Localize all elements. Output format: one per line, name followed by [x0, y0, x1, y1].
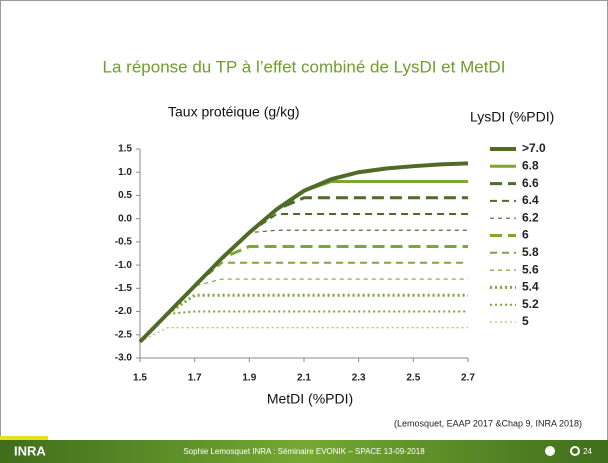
y-axis-label: Taux protéique (g/kg)	[168, 104, 300, 120]
x-tick-label: 1.9	[242, 373, 256, 384]
slide-title: La réponse du TP à l’effet combiné de Ly…	[103, 57, 506, 76]
y-tick-label: -2.5	[115, 329, 133, 340]
series-line	[139, 327, 468, 343]
y-tick-label: 0.5	[118, 190, 132, 201]
y-tick-label: -2.0	[115, 306, 133, 317]
y-tick-label: 0.0	[118, 213, 132, 224]
page-number: 24	[583, 447, 592, 456]
series-line	[138, 293, 468, 343]
series-line	[138, 161, 469, 344]
y-tick-label: 1.5	[118, 144, 132, 155]
series-line	[139, 229, 468, 343]
footer-bar	[0, 440, 608, 463]
legend-label: 5.4	[522, 280, 539, 294]
legend-label: 6	[522, 228, 529, 242]
legend-label: 6.8	[522, 158, 539, 172]
y-tick-label: -1.5	[115, 283, 133, 294]
legend-title: LysDI (%PDI)	[470, 109, 554, 125]
y-tick-label: -0.5	[115, 237, 133, 248]
legend-label: 5.2	[522, 297, 539, 311]
x-tick-label: 2.3	[352, 373, 366, 384]
legend-label: 6.2	[522, 210, 539, 224]
legend-label: 6.4	[522, 193, 539, 207]
legend-label: 5.6	[522, 262, 539, 276]
source: (Lemosquet, EAAP 2017 &Chap 9, INRA 2018…	[394, 418, 582, 428]
y-tick-label: -3.0	[115, 353, 133, 364]
series-line	[139, 278, 468, 343]
x-tick-label: 2.5	[406, 373, 420, 384]
legend-label: >7.0	[522, 141, 546, 155]
logo: INRA	[14, 443, 46, 458]
footer-icon	[545, 446, 555, 456]
x-tick-label: 1.5	[133, 373, 147, 384]
y-tick-label: 1.0	[118, 167, 132, 178]
legend-label: 5.8	[522, 245, 539, 259]
legend-label: 5	[522, 314, 529, 328]
x-tick-label: 2.1	[297, 373, 311, 384]
footer-text: Sophie Lemosquet INRA : Séminaire EVONIK…	[183, 447, 425, 456]
footer-icon	[570, 446, 580, 456]
x-axis-label: MetDI (%PDI)	[267, 391, 353, 407]
series-line	[139, 310, 468, 343]
legend-label: 6.6	[522, 176, 539, 190]
x-tick-label: 1.7	[188, 373, 202, 384]
footer-accent	[0, 436, 48, 440]
x-tick-label: 2.7	[461, 373, 475, 384]
y-tick-label: -1.0	[115, 260, 133, 271]
